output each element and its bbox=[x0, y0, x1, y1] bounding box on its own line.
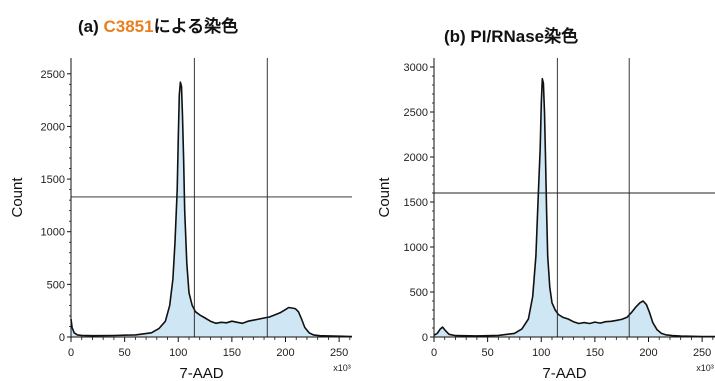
panel-b-y-tick-label-1: 500 bbox=[410, 287, 428, 299]
panel-a-y-tick-label-1: 500 bbox=[47, 279, 65, 291]
panel-b-histogram-line bbox=[433, 77, 715, 338]
panel-a-title-prefix: (a) bbox=[78, 17, 104, 36]
panel-a-y-tick-label-4: 2000 bbox=[41, 121, 65, 133]
panel-a-y-tick-label-0: 0 bbox=[59, 332, 65, 344]
panel-a-y-axis-title: Count bbox=[9, 177, 26, 218]
panel-a-y-tick-label-2: 1000 bbox=[41, 227, 65, 239]
panel-b-x-tick-label-1: 50 bbox=[482, 347, 494, 359]
panel-b-title: (b) PI/RNase染色 bbox=[444, 22, 578, 47]
panel-a-chart: 0 500 1000 1500 2000 2500 0 50 100 150 200 250 Count… bbox=[9, 58, 353, 381]
panel-a-x-tick-label-5: 250 bbox=[330, 347, 348, 359]
panel-a-histogram-line bbox=[70, 81, 353, 338]
panel-b-y-tick-label-0: 0 bbox=[422, 332, 428, 344]
panel-a-x-tick-label-3: 150 bbox=[223, 347, 241, 359]
panel-b-x-tick-label-3: 150 bbox=[586, 347, 604, 359]
panel-a-x-tick-label-2: 100 bbox=[169, 347, 187, 359]
panel-b-y-axis-title: Count bbox=[376, 177, 393, 218]
panel-a-y-tick-label-5: 2500 bbox=[41, 69, 65, 81]
panel-b-chart: 0 500 1000 1500 2000 2500 3000 0 50 100 150 200 250 C… bbox=[376, 58, 715, 381]
panel-a-title-suffix: による染色 bbox=[153, 17, 239, 36]
panel-b-y-tick-label-2: 1000 bbox=[404, 242, 428, 254]
panel-a-x-tick-label-4: 200 bbox=[276, 347, 294, 359]
panel-a-title: (a) C3851による染色 bbox=[78, 12, 238, 37]
panel-b-x-tick-label-5: 250 bbox=[693, 347, 711, 359]
panel-b-x-tick-label-4: 200 bbox=[639, 347, 657, 359]
panel-a-histogram-fill bbox=[71, 82, 352, 337]
panel-b-y-tick-label-6: 3000 bbox=[404, 62, 428, 74]
panel-a-x-axis-title: 7-AAD bbox=[179, 365, 223, 381]
panel-a-y-tick-label-3: 1500 bbox=[41, 174, 65, 186]
panel-a-x-tick-label-0: 0 bbox=[68, 347, 74, 359]
panel-a-x-tick-label-1: 50 bbox=[119, 347, 131, 359]
panel-b-histogram-fill bbox=[434, 78, 715, 337]
panel-a-x-unit-label: x10³ bbox=[333, 363, 351, 373]
panel-b-y-tick-label-3: 1500 bbox=[404, 197, 428, 209]
panel-b-x-tick-label-0: 0 bbox=[431, 347, 437, 359]
panel-b-y-tick-label-4: 2000 bbox=[404, 152, 428, 164]
panel-a-title-highlight: C3851 bbox=[103, 17, 154, 36]
panel-b-x-tick-label-2: 100 bbox=[532, 347, 550, 359]
panel-b-x-unit-label: x10³ bbox=[696, 363, 714, 373]
panel-b-y-tick-label-5: 2500 bbox=[404, 107, 428, 119]
panel-b-x-axis-title: 7-AAD bbox=[542, 365, 586, 381]
panel-b-title-text: (b) PI/RNase染色 bbox=[444, 27, 579, 46]
